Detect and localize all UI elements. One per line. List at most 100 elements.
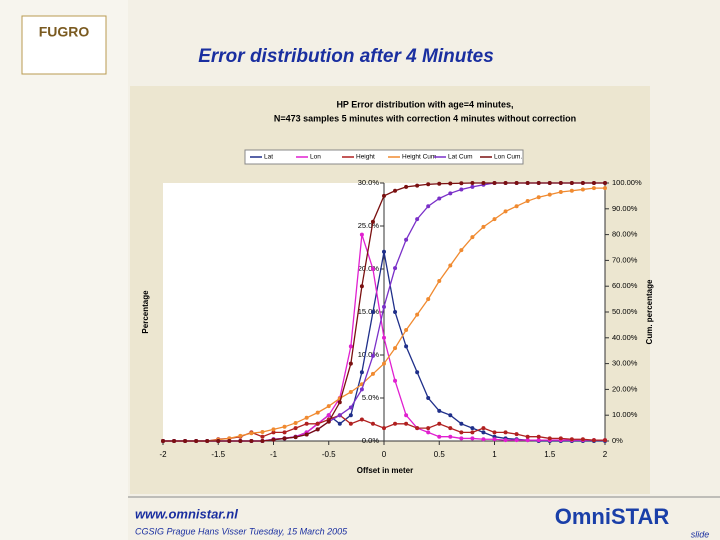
point [525, 438, 530, 443]
chart-subtitle: N=473 samples 5 minutes with correction … [274, 113, 576, 123]
point [359, 232, 364, 237]
point [359, 284, 364, 289]
point [415, 370, 420, 375]
point [459, 181, 464, 186]
logo: FUGRO [39, 24, 90, 40]
point [448, 426, 453, 431]
point [393, 378, 398, 383]
point [426, 182, 431, 187]
chart-title: HP Error distribution with age=4 minutes… [336, 99, 513, 109]
point [359, 417, 364, 422]
y2-tick-label: 40.00% [612, 333, 638, 342]
point [183, 439, 188, 443]
x-tick-label: -1 [270, 450, 278, 459]
legend-box [244, 149, 524, 165]
point [304, 432, 309, 437]
point [558, 436, 563, 441]
point [271, 427, 276, 432]
point [492, 217, 497, 222]
point [514, 432, 519, 437]
point [404, 413, 409, 418]
point [426, 426, 431, 431]
point [249, 431, 254, 436]
y2-tick-label: 90.00% [612, 204, 638, 213]
point [293, 435, 298, 440]
y2-tick-label: 20.00% [612, 384, 638, 393]
point [382, 249, 386, 254]
point [448, 263, 453, 268]
point [437, 279, 442, 284]
point [227, 439, 232, 443]
point [514, 204, 519, 209]
point [437, 434, 442, 439]
point [536, 438, 541, 443]
point [315, 410, 320, 415]
point [205, 439, 210, 443]
point [459, 187, 464, 192]
x-tick-label: -2 [159, 450, 167, 459]
point [282, 430, 287, 435]
point [382, 335, 386, 340]
point [536, 181, 541, 185]
y-tick-label: 10.0% [358, 350, 380, 359]
point [370, 267, 375, 271]
point [260, 429, 265, 434]
point [404, 421, 409, 426]
point [580, 187, 585, 192]
point [459, 430, 464, 435]
point [271, 437, 276, 442]
point [382, 426, 386, 431]
point [415, 426, 420, 431]
y-axis-title: Percentage [141, 290, 150, 334]
point [591, 186, 596, 191]
point [547, 192, 552, 197]
point [415, 312, 420, 317]
point [348, 413, 353, 418]
point [404, 344, 409, 349]
point [481, 430, 486, 435]
point [603, 186, 607, 191]
point [470, 436, 475, 441]
point [370, 353, 375, 358]
point [260, 439, 265, 443]
point [293, 420, 298, 425]
y2-tick-label: 50.00% [612, 307, 638, 316]
point [348, 405, 353, 410]
x-tick-label: 0 [382, 450, 387, 459]
point [481, 224, 486, 229]
point [238, 439, 243, 443]
point [172, 439, 177, 443]
point [437, 421, 442, 426]
point [503, 438, 508, 443]
point [382, 361, 386, 366]
point [470, 426, 475, 431]
slide-title: Error distribution after 4 Minutes [198, 46, 494, 67]
point [359, 387, 364, 392]
point [304, 415, 309, 420]
point [580, 437, 585, 442]
point [282, 424, 287, 429]
point [569, 437, 574, 442]
point [326, 419, 331, 424]
x-tick-label: 2 [603, 450, 608, 459]
point [470, 235, 475, 240]
legend-label: Lon Cum. [494, 154, 522, 161]
point [459, 421, 464, 426]
point [470, 184, 475, 189]
legend-label: Lat Cum [448, 154, 473, 161]
y2-tick-label: 30.00% [612, 359, 638, 368]
point [337, 421, 342, 426]
point [161, 439, 165, 443]
point [437, 181, 442, 186]
point [282, 436, 287, 441]
point [492, 437, 497, 442]
point [194, 439, 199, 443]
y-tick-label: 30.0% [358, 178, 380, 187]
point [393, 310, 398, 314]
y2-tick-label: 10.00% [612, 410, 638, 419]
point [569, 181, 574, 185]
point [238, 433, 243, 438]
point [382, 193, 386, 198]
